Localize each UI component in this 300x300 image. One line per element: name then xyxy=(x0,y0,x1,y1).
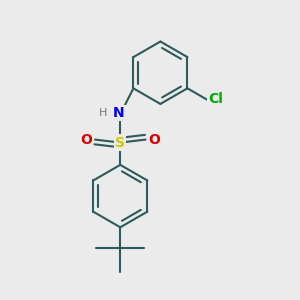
Text: Cl: Cl xyxy=(208,92,223,106)
Text: H: H xyxy=(99,108,107,118)
Text: N: N xyxy=(113,106,124,120)
Text: O: O xyxy=(80,133,92,147)
Text: S: S xyxy=(115,136,125,150)
Text: O: O xyxy=(148,133,160,147)
